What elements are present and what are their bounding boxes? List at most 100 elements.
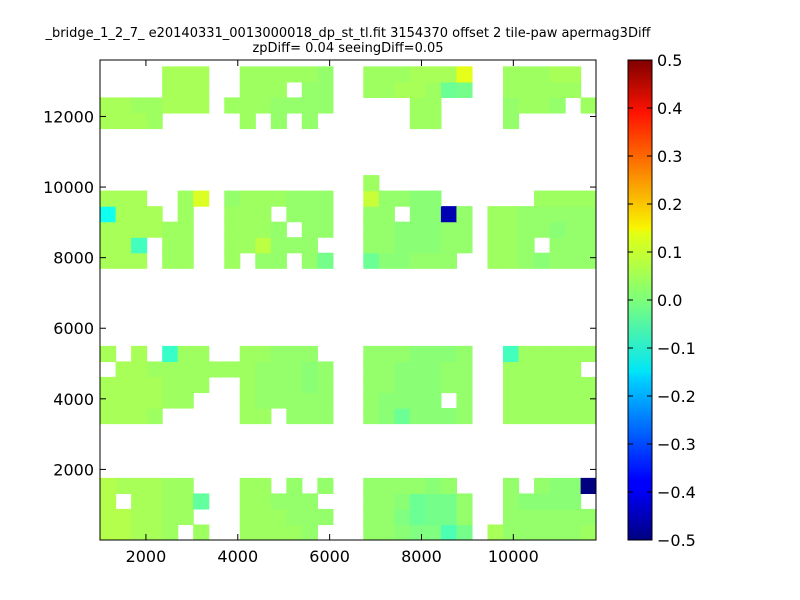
heatmap-cell [440, 524, 458, 540]
heatmap-cell [456, 392, 473, 409]
heatmap-cell [270, 392, 287, 409]
heatmap-cell [239, 345, 256, 363]
heatmap-cell [425, 524, 442, 540]
heatmap-cell [301, 66, 318, 83]
heatmap-cell [286, 66, 303, 83]
heatmap-cell [100, 508, 117, 526]
heatmap-cell [162, 392, 179, 409]
heatmap-cell [301, 112, 318, 130]
heatmap-cell [363, 237, 380, 254]
heatmap-cell [115, 408, 132, 425]
heatmap-cell [239, 477, 256, 495]
heatmap-cell [378, 252, 395, 269]
heatmap-cell [131, 392, 148, 409]
heatmap-cell [425, 345, 442, 363]
heatmap-cell [580, 237, 596, 254]
heatmap-cell [162, 524, 179, 540]
heatmap-cell [100, 376, 117, 394]
heatmap-cell [440, 237, 458, 254]
heatmap-cell [549, 493, 566, 510]
heatmap-cell [378, 190, 395, 207]
heatmap-cell [363, 392, 380, 409]
y-tick-label: 10000 [43, 178, 94, 197]
heatmap-cell [255, 237, 272, 254]
heatmap-cell [162, 81, 179, 99]
colorbar-tick-label: 0.4 [657, 99, 682, 118]
heatmap-cell [270, 237, 287, 254]
heatmap-cell [394, 221, 411, 238]
heatmap-cell [549, 477, 566, 495]
heatmap-cell [208, 361, 225, 378]
heatmap-cell [131, 206, 148, 223]
heatmap-cell [534, 190, 551, 207]
y-tick-label: 2000 [53, 460, 94, 479]
heatmap-cell [534, 252, 551, 269]
heatmap-cell [255, 524, 272, 540]
heatmap-cell [394, 252, 411, 269]
heatmap-cell [131, 508, 148, 526]
heatmap-cell [378, 221, 395, 238]
heatmap-cell [162, 221, 179, 238]
heatmap-cell [115, 97, 132, 114]
heatmap-cell [115, 361, 132, 378]
heatmap-cell [317, 361, 334, 378]
heatmap-cell [286, 345, 303, 363]
heatmap-cell [177, 97, 194, 114]
heatmap-cell [162, 376, 179, 394]
heatmap-cell [146, 97, 163, 114]
heatmap-cell [456, 81, 473, 99]
heatmap-cell [177, 376, 194, 394]
heatmap-cell [224, 190, 241, 207]
heatmap-cell [100, 112, 117, 130]
colorbar-tick-label: −0.3 [657, 435, 696, 454]
heatmap-cell [518, 376, 535, 394]
colorbar-tick-label: −0.4 [657, 483, 696, 502]
heatmap-cell [177, 206, 194, 223]
heatmap-cell [440, 408, 458, 425]
heatmap-cell [193, 345, 210, 363]
heatmap-cell [425, 66, 442, 83]
heatmap-cell [363, 508, 380, 526]
heatmap-cell [394, 376, 411, 394]
heatmap-cell [409, 97, 426, 114]
heatmap-cell [378, 81, 395, 99]
heatmap-cell [239, 508, 256, 526]
heatmap-cell [456, 376, 473, 394]
heatmap-cell [580, 508, 596, 526]
heatmap-cell [580, 376, 596, 394]
heatmap-cell [301, 345, 318, 363]
heatmap-cells [100, 66, 596, 540]
heatmap-cell [549, 508, 566, 526]
heatmap-cell [224, 97, 241, 114]
colorbar: 0.5 0.4 0.3 0.2 0.1 0.0 −0.1 −0.2 −0.3 −0.4 −0.5 [627, 51, 696, 550]
heatmap-cell [503, 408, 520, 425]
heatmap-cell [177, 493, 194, 510]
x-tick-label: 6000 [309, 547, 350, 566]
heatmap-cell [301, 392, 318, 409]
heatmap-cell [177, 392, 194, 409]
heatmap-cell [549, 221, 566, 238]
heatmap-cell [425, 508, 442, 526]
heatmap-cell [440, 376, 458, 394]
heatmap-cell [565, 524, 582, 540]
heatmap-cell [580, 221, 596, 238]
heatmap-cell [503, 508, 520, 526]
heatmap-cell [286, 408, 303, 425]
heatmap-cell [534, 408, 551, 425]
heatmap-cell [193, 376, 210, 394]
heatmap-cell [549, 376, 566, 394]
heatmap-cell [239, 81, 256, 99]
heatmap-cell [131, 477, 148, 495]
heatmap-cell [239, 361, 256, 378]
heatmap-cell [115, 237, 132, 254]
heatmap-cell [394, 361, 411, 378]
heatmap-cell [162, 477, 179, 495]
heatmap-cell [363, 206, 380, 223]
heatmap-cell [193, 97, 210, 114]
heatmap-cell [518, 524, 535, 540]
heatmap-cell [270, 252, 287, 269]
heatmap-cell [363, 477, 380, 495]
heatmap-cell [239, 408, 256, 425]
heatmap-cell [239, 66, 256, 83]
heatmap-cell [270, 97, 287, 114]
